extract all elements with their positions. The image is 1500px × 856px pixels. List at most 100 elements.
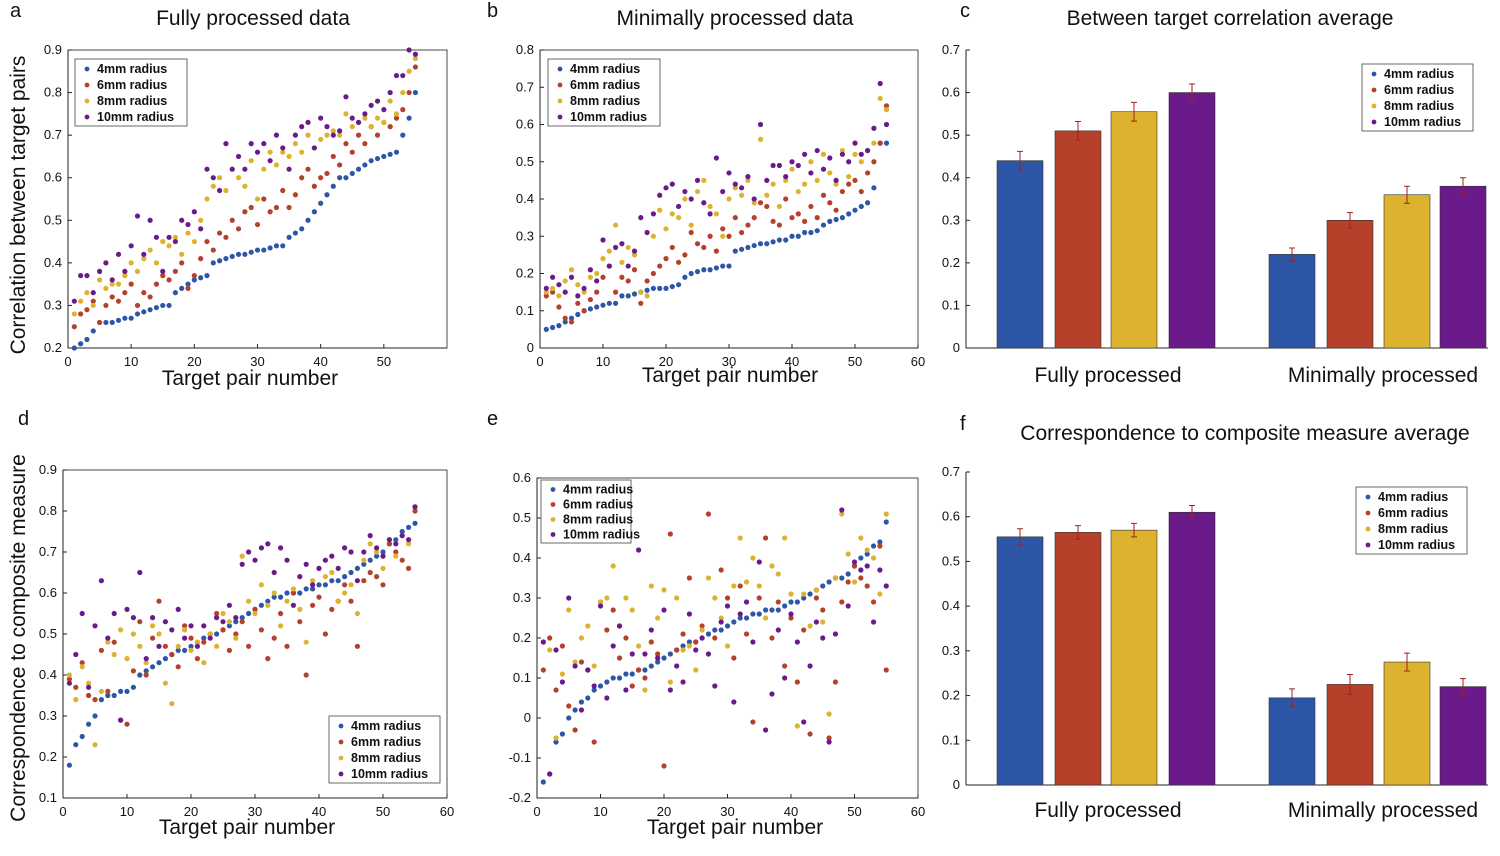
data-point-6mm-radius	[751, 215, 757, 221]
data-point-8mm-radius	[870, 555, 877, 561]
legend-label: 6mm radius	[1384, 83, 1454, 97]
data-point-10mm-radius	[316, 565, 322, 572]
data-point-10mm-radius	[547, 771, 553, 777]
data-point-8mm-radius	[137, 643, 143, 649]
data-point-10mm-radius	[782, 675, 788, 681]
data-point-8mm-radius	[604, 595, 610, 601]
data-point-4mm-radius	[399, 528, 405, 535]
data-point-4mm-radius	[845, 571, 851, 577]
data-point-4mm-radius	[597, 683, 604, 689]
data-point-10mm-radius	[349, 115, 355, 121]
data-point-4mm-radius	[355, 166, 362, 172]
data-point-10mm-radius	[877, 567, 883, 573]
data-point-10mm-radius	[305, 119, 311, 125]
y-tick-label: 0.1	[516, 303, 534, 318]
data-point-10mm-radius	[827, 155, 833, 161]
data-point-6mm-radius	[271, 635, 277, 641]
data-point-8mm-radius	[680, 647, 686, 653]
data-point-8mm-radius	[846, 174, 852, 180]
data-point-8mm-radius	[160, 238, 166, 245]
data-point-4mm-radius	[162, 656, 168, 662]
legend-marker	[1371, 119, 1377, 125]
error-bar	[1289, 247, 1295, 262]
data-point-6mm-radius	[788, 615, 794, 621]
data-point-6mm-radius	[553, 687, 559, 693]
data-point-4mm-radius	[808, 229, 814, 236]
data-point-8mm-radius	[198, 217, 204, 223]
data-point-4mm-radius	[105, 692, 111, 699]
data-point-4mm-radius	[661, 655, 667, 661]
legend-label: 8mm radius	[563, 513, 633, 527]
data-point-8mm-radius	[147, 247, 153, 253]
data-point-10mm-radius	[128, 243, 134, 249]
data-point-6mm-radius	[712, 635, 718, 641]
data-point-10mm-radius	[273, 132, 280, 138]
data-point-8mm-radius	[852, 151, 858, 157]
data-point-8mm-radius	[587, 274, 594, 280]
data-point-4mm-radius	[839, 575, 845, 581]
data-point-10mm-radius	[789, 159, 795, 165]
data-point-6mm-radius	[883, 667, 889, 673]
data-point-4mm-radius	[124, 688, 130, 695]
data-point-10mm-radius	[141, 251, 147, 257]
data-point-8mm-radius	[732, 185, 738, 191]
data-point-4mm-radius	[71, 345, 77, 351]
x-tick-label: 40	[785, 354, 799, 369]
data-point-10mm-radius	[84, 273, 90, 279]
data-point-10mm-radius	[134, 213, 141, 219]
data-point-4mm-radius	[210, 260, 216, 266]
data-point-8mm-radius	[657, 207, 663, 213]
data-point-10mm-radius	[718, 619, 724, 625]
data-point-6mm-radius	[625, 278, 631, 284]
category-label: Fully processed	[1034, 364, 1181, 387]
legend-label: 6mm radius	[570, 78, 640, 92]
data-point-6mm-radius	[826, 735, 832, 741]
data-point-4mm-radius	[201, 635, 207, 641]
category-label: Fully processed	[1034, 799, 1181, 822]
data-point-8mm-radius	[239, 553, 245, 559]
data-point-4mm-radius	[303, 586, 309, 592]
data-point-8mm-radius	[261, 166, 267, 172]
y-tick-label: 0.4	[513, 550, 531, 565]
data-point-8mm-radius	[769, 563, 775, 569]
data-point-6mm-radius	[90, 298, 96, 304]
data-point-4mm-radius	[292, 230, 298, 236]
legend-marker	[557, 114, 563, 120]
data-point-6mm-radius	[562, 315, 568, 321]
y-tick-label: 0.3	[513, 590, 531, 605]
legend-box	[74, 58, 188, 127]
data-point-8mm-radius	[613, 222, 619, 228]
data-point-8mm-radius	[367, 541, 373, 547]
data-point-8mm-radius	[756, 583, 762, 589]
data-point-10mm-radius	[194, 643, 200, 649]
data-point-4mm-radius	[73, 742, 79, 748]
x-tick-label: 0	[64, 354, 71, 369]
data-point-10mm-radius	[568, 274, 575, 280]
data-point-8mm-radius	[720, 233, 726, 239]
data-point-8mm-radius	[156, 631, 162, 637]
data-point-6mm-radius	[578, 659, 585, 665]
bar-10mm-radius	[1439, 686, 1487, 786]
data-point-6mm-radius	[663, 256, 669, 262]
data-point-6mm-radius	[705, 511, 712, 517]
x-tick-label: 20	[657, 804, 671, 819]
data-point-6mm-radius	[374, 574, 380, 580]
data-point-10mm-radius	[851, 559, 858, 565]
data-point-4mm-radius	[718, 627, 724, 633]
data-point-8mm-radius	[374, 549, 380, 555]
y-tick-label: 0.1	[39, 790, 57, 805]
data-point-4mm-radius	[406, 524, 412, 531]
data-point-6mm-radius	[84, 307, 90, 313]
data-point-4mm-radius	[663, 285, 669, 291]
data-point-6mm-radius	[813, 595, 820, 601]
data-point-4mm-radius	[739, 246, 745, 252]
data-point-8mm-radius	[750, 555, 756, 561]
data-point-10mm-radius	[846, 159, 852, 165]
data-point-10mm-radius	[743, 599, 750, 605]
data-point-10mm-radius	[776, 162, 783, 169]
data-point-4mm-radius	[86, 721, 92, 727]
data-point-10mm-radius	[699, 635, 705, 641]
data-point-4mm-radius	[343, 175, 349, 181]
data-point-4mm-radius	[550, 324, 556, 331]
data-point-10mm-radius	[629, 651, 635, 657]
